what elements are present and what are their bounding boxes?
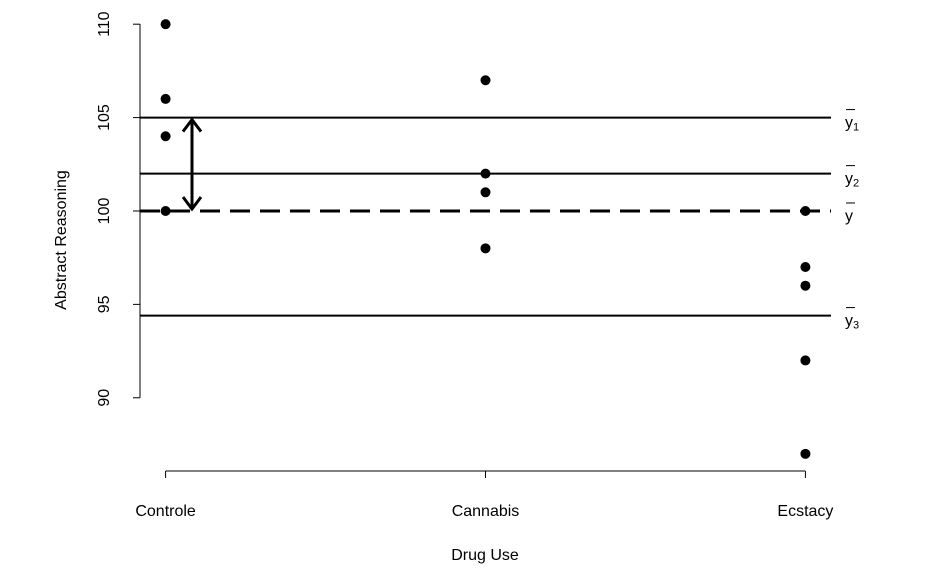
data-point — [160, 131, 171, 142]
data-point — [160, 93, 171, 104]
data-point — [160, 205, 171, 216]
data-point — [480, 243, 491, 254]
arrow-head — [181, 117, 203, 133]
mean-label: y — [845, 208, 853, 225]
data-point — [800, 205, 811, 216]
data-point — [800, 355, 811, 366]
x-axis-label: Drug Use — [451, 547, 519, 564]
data-point — [160, 19, 171, 30]
mean-label-letter: y — [845, 313, 853, 330]
y-tick-label: 95 — [96, 295, 113, 313]
data-point — [800, 262, 811, 273]
mean-label-subscript: 3 — [853, 320, 859, 332]
x-tick-label: Controle — [135, 503, 196, 520]
y-tick-label: 90 — [96, 389, 113, 407]
mean-label: y1 — [845, 115, 859, 134]
mean-label-subscript: 1 — [853, 122, 859, 134]
x-tick-label: Ecstacy — [777, 503, 833, 520]
mean-label-letter: y — [845, 171, 853, 188]
data-point — [480, 168, 491, 179]
y-tick-label: 105 — [96, 104, 113, 131]
arrow-head — [181, 196, 203, 212]
x-tick-label: Cannabis — [452, 503, 520, 520]
data-point — [800, 280, 811, 291]
mean-label-letter: y — [845, 208, 853, 225]
mean-label: y2 — [845, 171, 859, 190]
data-point — [480, 75, 491, 86]
mean-label-letter: y — [845, 115, 853, 132]
y-axis-label: Abstract Reasoning — [53, 170, 70, 310]
data-point — [480, 187, 491, 198]
mean-label: y3 — [845, 313, 859, 332]
y-tick-label: 110 — [96, 11, 113, 37]
mean-label-subscript: 2 — [853, 178, 859, 190]
y-tick-label: 100 — [96, 198, 113, 225]
data-point — [800, 448, 811, 459]
